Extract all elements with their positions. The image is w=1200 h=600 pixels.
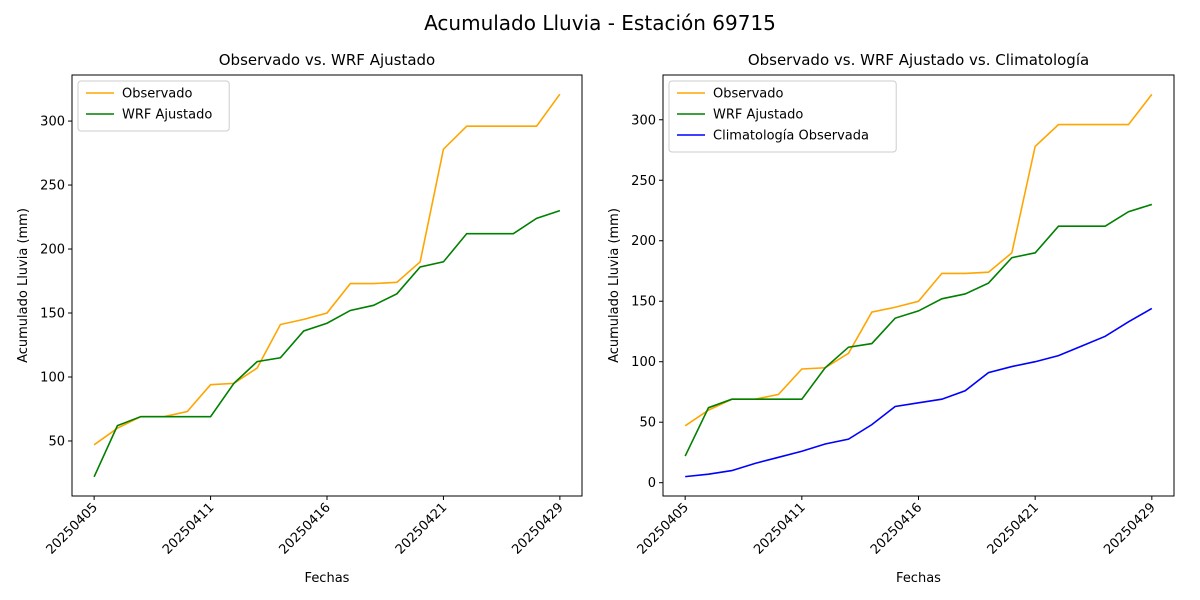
legend-label: Climatología Observada — [713, 129, 869, 144]
x-axis-label: Fechas — [305, 571, 350, 586]
y-tick-label: 150 — [631, 295, 656, 310]
axes-frame — [662, 74, 1175, 497]
legend-label: WRF Ajustado — [122, 108, 212, 123]
figure-title: Acumulado Lluvia - Estación 69715 — [424, 11, 776, 35]
y-tick-label: 300 — [631, 113, 656, 128]
data-line — [685, 307, 1153, 478]
data-line — [93, 93, 561, 446]
y-tick-label: 200 — [631, 234, 656, 249]
data-line — [684, 93, 1153, 427]
legend-box — [668, 80, 897, 153]
y-tick-label: 300 — [40, 115, 65, 130]
y-axis-label: Acumulado Lluvia (mm) — [607, 208, 622, 363]
x-axis-label: Fechas — [896, 571, 941, 586]
y-tick-label: 250 — [631, 174, 656, 189]
y-axis-label: Acumulado Lluvia (mm) — [16, 208, 31, 363]
y-tick-label: 0 — [648, 476, 656, 491]
legend-label: Observado — [713, 87, 784, 102]
data-line — [93, 209, 561, 478]
data-line — [684, 203, 1153, 457]
axes-title: Observado vs. WRF Ajustado vs. Climatolo… — [748, 51, 1089, 69]
y-tick-label: 50 — [48, 434, 65, 449]
y-tick-label: 150 — [40, 307, 65, 322]
legend-label: WRF Ajustado — [713, 108, 803, 123]
legend-label: Observado — [122, 87, 193, 102]
y-tick-label: 50 — [639, 416, 656, 431]
y-tick-label: 250 — [40, 179, 65, 194]
legend-box — [77, 80, 230, 132]
y-tick-label: 100 — [631, 355, 656, 370]
y-tick-label: 200 — [40, 243, 65, 258]
axes-frame — [71, 74, 583, 497]
axes-title: Observado vs. WRF Ajustado — [219, 51, 435, 69]
y-tick-label: 100 — [40, 370, 65, 385]
